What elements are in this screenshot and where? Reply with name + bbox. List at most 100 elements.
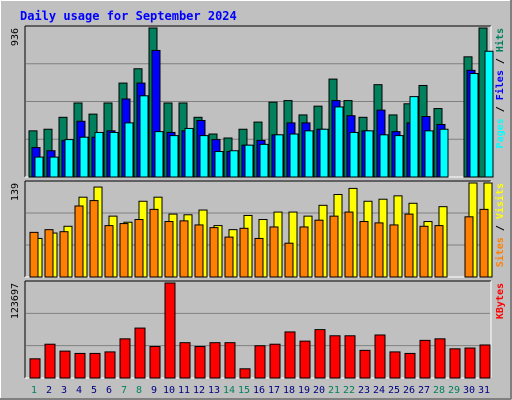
bar-pages-day-24 [379, 134, 389, 178]
bar-sites-day-5 [89, 200, 99, 278]
bar-sites-day-3 [59, 231, 69, 278]
bar-pages-day-18 [289, 133, 299, 178]
day-label: 18 [283, 385, 295, 396]
day-label: 12 [193, 385, 205, 396]
bar-kbytes-day-22 [344, 335, 356, 379]
axis-title-sites: Sites / Visits [494, 183, 506, 267]
day-label: 28 [433, 385, 445, 396]
day-label: 7 [121, 385, 127, 396]
day-label: 13 [208, 385, 220, 396]
day-label: 5 [91, 385, 97, 396]
bar-kbytes-day-6 [104, 351, 116, 379]
bar-sites-day-22 [344, 211, 354, 278]
bar-pages-day-13 [214, 151, 224, 178]
bar-sites-day-11 [179, 220, 189, 278]
day-label: 6 [106, 385, 112, 396]
bar-kbytes-day-9 [149, 346, 161, 379]
bar-sites-day-14 [224, 236, 234, 278]
day-label: 22 [343, 385, 355, 396]
bar-sites-day-28 [434, 225, 444, 278]
bar-pages-day-14 [229, 150, 239, 178]
bar-kbytes-day-26 [404, 352, 416, 379]
day-label: 3 [61, 385, 67, 396]
bar-sites-day-21 [329, 215, 339, 278]
bar-pages-day-20 [319, 128, 329, 178]
bar-pages-day-7 [124, 122, 134, 178]
bar-kbytes-day-5 [89, 352, 101, 379]
x-axis-day-labels: 1 2 3 4 5 6 7 8 9 10 11 12 13 14 15 16 17 18 19 20 21 22 23 24 2… [31, 385, 490, 396]
panel-sites: 139 Sites / Visits [10, 180, 506, 278]
bar-kbytes-day-31 [479, 344, 491, 379]
bar-pages-day-15 [244, 144, 254, 178]
day-label: 16 [253, 385, 265, 396]
bar-pages-day-19 [304, 130, 314, 178]
axis-title-part: Hits [494, 28, 506, 52]
panel-hits: 936 Pages / Files / Hits [10, 25, 506, 178]
bar-sites-day-10 [164, 221, 174, 278]
chart-panels: 936 Pages / Files / Hits 139 Sites / Visits… [10, 25, 506, 379]
day-label: 17 [268, 385, 280, 396]
bar-sites-day-17 [269, 226, 279, 278]
bar-pages-day-9 [154, 131, 164, 178]
bar-sites-day-26 [404, 213, 414, 278]
bar-pages-day-11 [184, 127, 194, 178]
bar-sites-day-27 [419, 225, 429, 278]
bar-kbytes-day-12 [194, 346, 206, 379]
bar-pages-day-1 [34, 156, 44, 178]
bar-kbytes-day-29 [449, 348, 461, 379]
bar-kbytes-day-30 [464, 347, 476, 379]
bar-pages-day-17 [274, 134, 284, 178]
bar-sites-day-18 [284, 242, 294, 278]
day-label: 1 [31, 385, 37, 396]
bar-sites-day-30 [464, 216, 474, 278]
day-label: 8 [136, 385, 142, 396]
bar-sites-day-12 [194, 224, 204, 278]
day-label: 11 [178, 385, 190, 396]
day-label: 31 [478, 385, 490, 396]
bar-kbytes-day-28 [434, 338, 446, 379]
day-label: 21 [328, 385, 340, 396]
bar-sites-day-25 [389, 224, 399, 278]
bar-sites-day-31 [479, 208, 489, 278]
day-label: 20 [313, 385, 325, 396]
bar-pages-day-6 [109, 131, 119, 178]
bar-sites-day-9 [149, 208, 159, 278]
bar-kbytes-day-21 [329, 335, 341, 379]
axis-title-part: Pages [495, 118, 506, 148]
bar-kbytes-day-19 [299, 340, 311, 379]
bar-sites-day-6 [104, 225, 114, 278]
bar-kbytes-day-14 [224, 342, 236, 379]
bar-kbytes-day-15 [239, 368, 251, 379]
bar-kbytes-day-17 [269, 343, 281, 379]
bar-kbytes-day-25 [389, 351, 401, 379]
bar-pages-day-8 [139, 95, 149, 178]
bar-sites-day-8 [134, 219, 144, 278]
bar-pages-day-30 [469, 73, 479, 178]
bar-pages-day-26 [409, 96, 419, 178]
bar-kbytes-day-13 [209, 342, 221, 379]
day-label: 24 [373, 385, 385, 396]
bar-kbytes-day-3 [59, 350, 71, 379]
bar-sites-day-2 [44, 229, 54, 278]
bar-pages-day-27 [424, 130, 434, 178]
bar-kbytes-day-24 [374, 334, 386, 379]
bar-kbytes-day-7 [119, 338, 131, 379]
bar-kbytes-day-16 [254, 345, 266, 379]
day-label: 2 [46, 385, 52, 396]
bar-pages-day-31 [484, 50, 494, 178]
bar-pages-day-10 [169, 135, 179, 178]
bar-kbytes-day-11 [179, 342, 191, 379]
bar-sites-day-23 [359, 221, 369, 278]
axis-title-part: Files [494, 70, 506, 100]
bar-pages-day-12 [199, 135, 209, 178]
bar-pages-day-22 [349, 131, 359, 178]
axis-title-kbytes: KBytes [495, 283, 506, 319]
bar-kbytes-day-27 [419, 339, 431, 379]
day-label: 19 [298, 385, 310, 396]
bar-kbytes-day-1 [29, 358, 41, 379]
bar-sites-day-20 [314, 219, 324, 278]
day-label: 29 [448, 385, 460, 396]
bar-sites-day-16 [254, 237, 264, 278]
bar-kbytes-day-10 [164, 282, 176, 379]
